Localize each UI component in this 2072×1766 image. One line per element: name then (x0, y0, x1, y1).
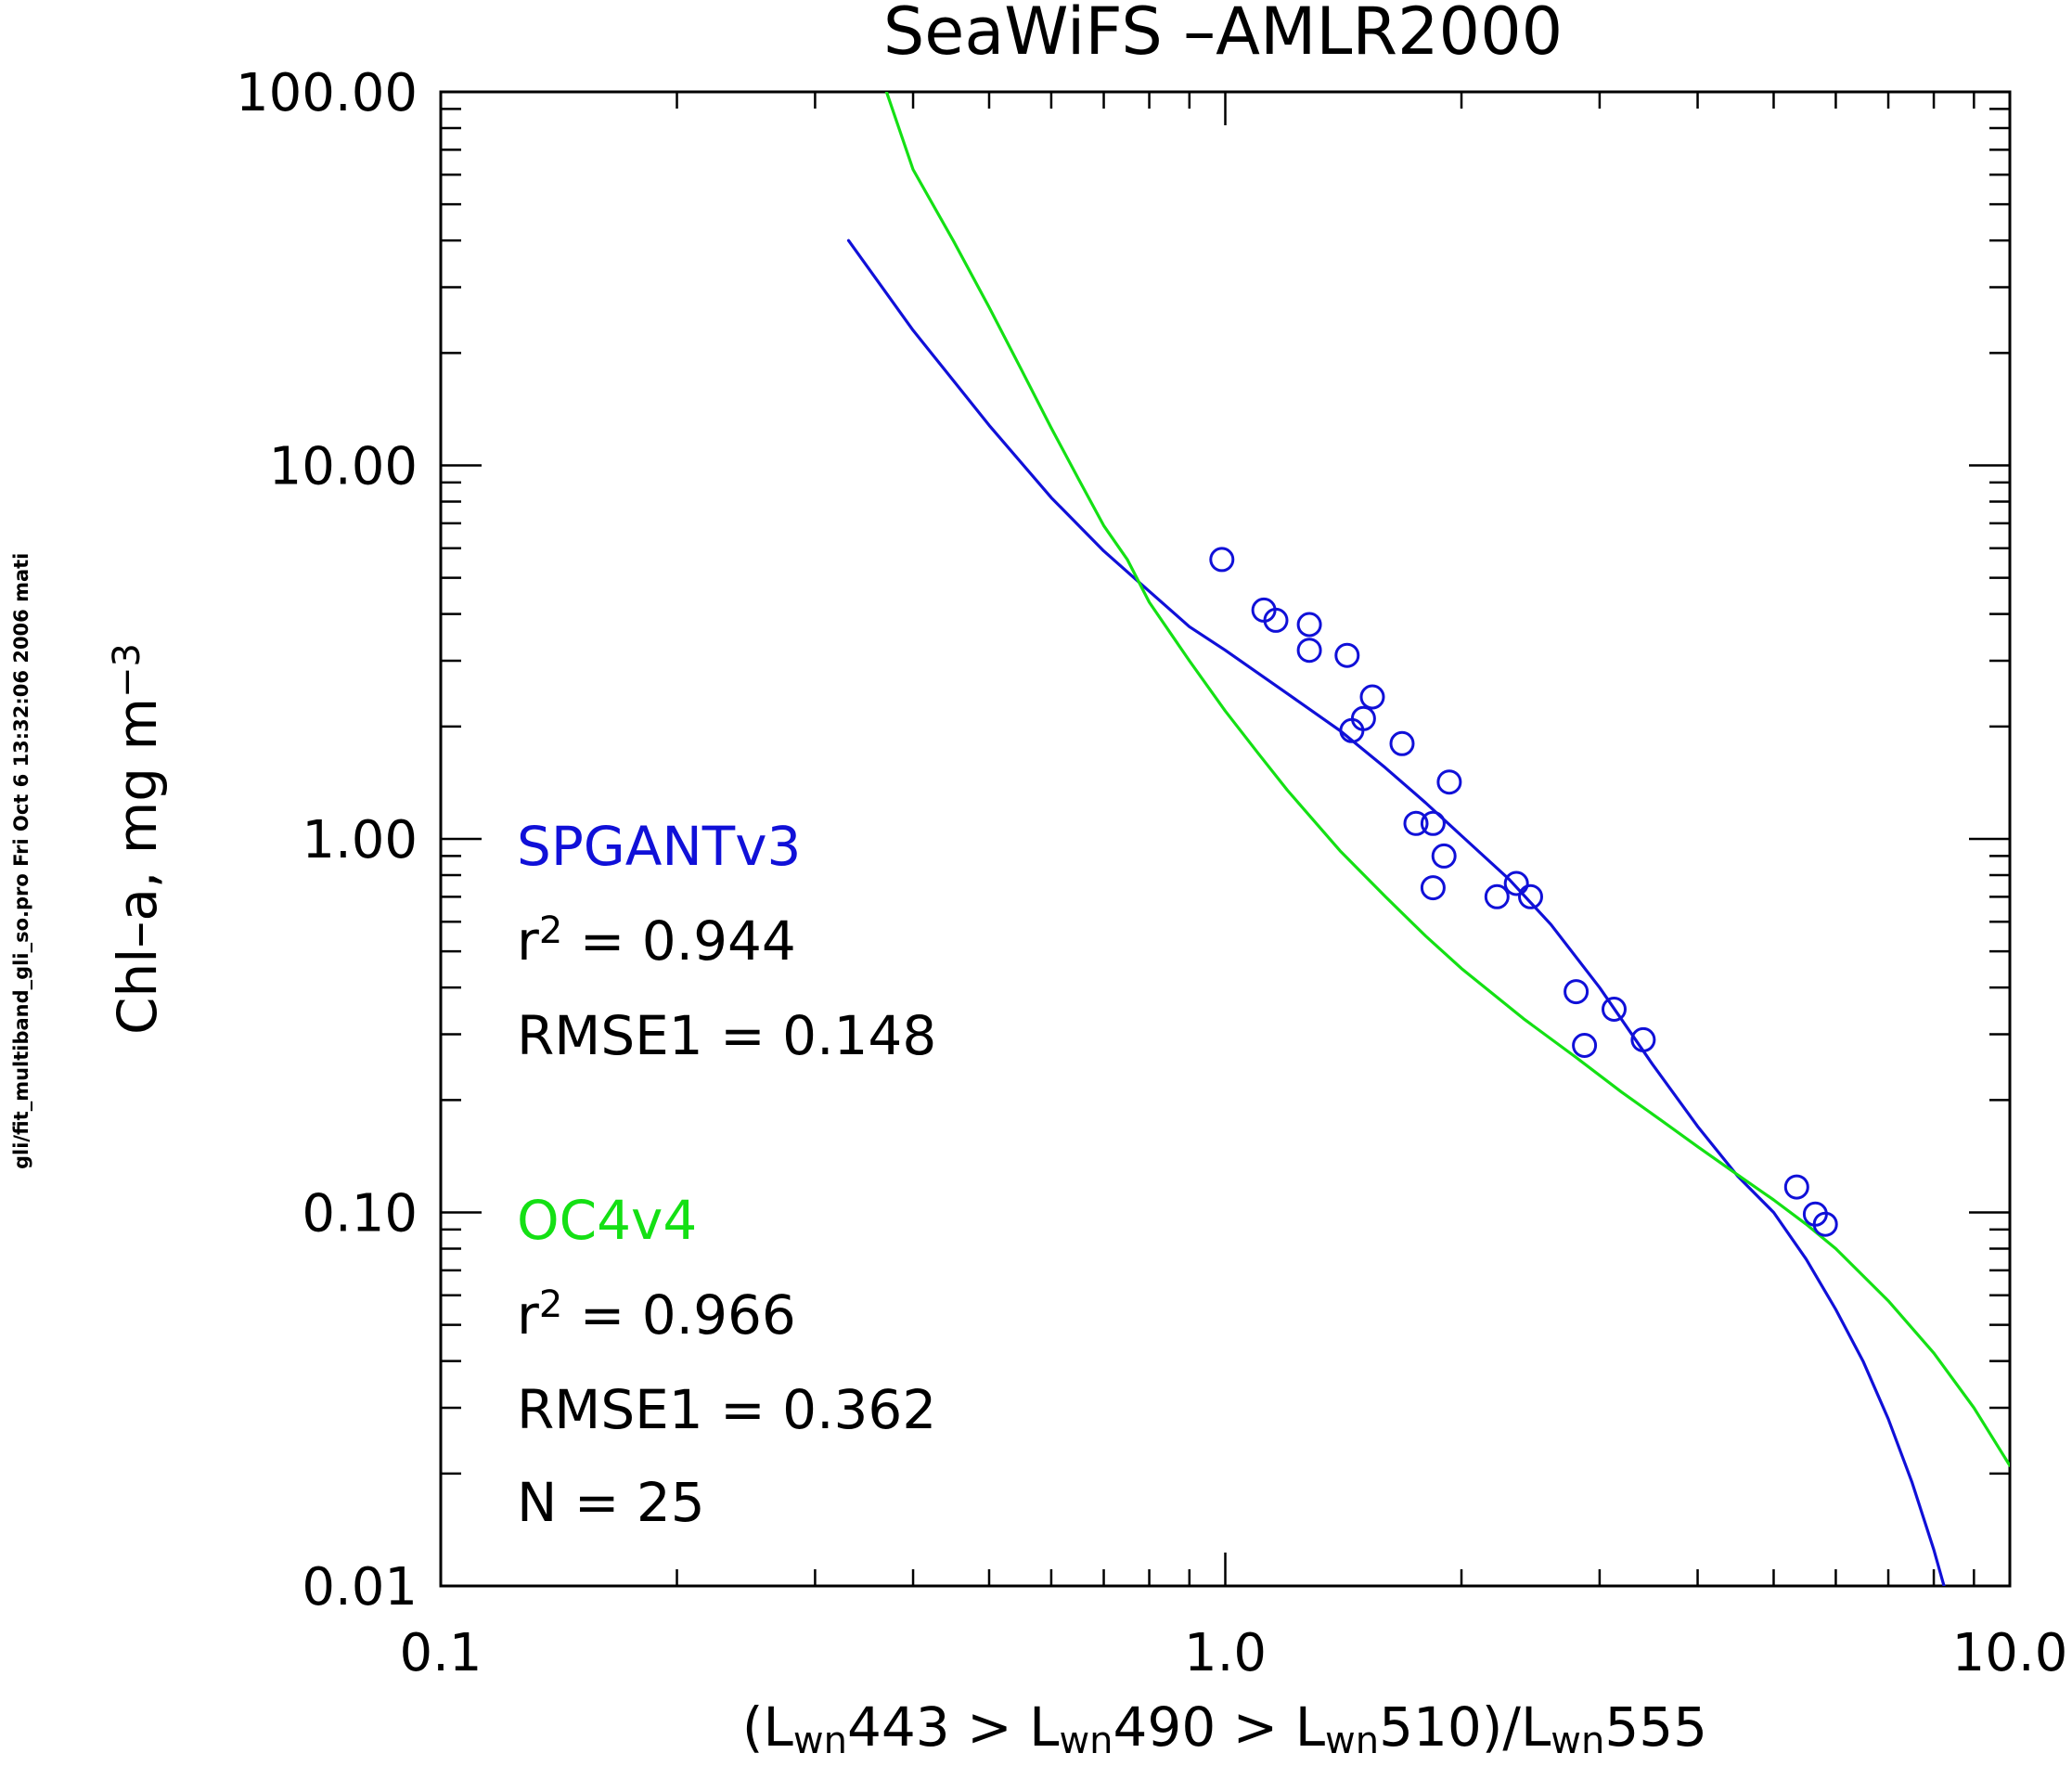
chart-title: SeaWiFS –AMLR2000 (883, 0, 1563, 70)
x-axis-label: (Lwn443 > Lwn490 > Lwn510)/Lwn555 (742, 1695, 1707, 1762)
spgant-rmse: RMSE1 = 0.148 (517, 1004, 936, 1067)
scatter-points (1209, 547, 1838, 1237)
data-point (1334, 642, 1360, 668)
data-point (1518, 883, 1543, 909)
data-point (1564, 979, 1589, 1005)
x-tick-label: 1.0 (1184, 1623, 1267, 1683)
oc4-r2: r2 = 0.966 (517, 1283, 796, 1347)
curve-oc4v4 (884, 92, 2010, 1467)
data-point (1812, 1211, 1838, 1237)
oc4-n: N = 25 (517, 1471, 705, 1534)
data-point (1359, 684, 1385, 710)
y-major-ticks (441, 90, 2010, 1588)
curve-spgantv3 (846, 238, 1946, 1586)
x-tick-label: 10.0 (1952, 1623, 2068, 1683)
data-point (1403, 810, 1429, 836)
data-point (1296, 638, 1322, 664)
data-point (1783, 1174, 1809, 1200)
y-tick-label: 0.10 (302, 1184, 418, 1244)
y-tick-label: 10.00 (269, 437, 418, 497)
data-point (1572, 1033, 1598, 1058)
data-point (1630, 1026, 1656, 1052)
statistics-annotations: SPGANTv3 r2 = 0.944 RMSE1 = 0.148 OC4v4 … (517, 815, 936, 1534)
side-label: gli/fit_multiband_gli_so.pro Fri Oct 6 1… (10, 553, 32, 1169)
spgant-r2: r2 = 0.944 (517, 909, 796, 973)
oc4-rmse: RMSE1 = 0.362 (517, 1378, 936, 1441)
y-tick-label: 0.01 (302, 1557, 418, 1618)
data-point (1602, 997, 1627, 1022)
y-axis-label: Chl–a, mg m−3 (106, 643, 169, 1035)
fit-curves (846, 92, 2010, 1586)
data-point (1350, 705, 1376, 731)
data-point (1503, 870, 1529, 896)
data-point (1296, 612, 1322, 638)
data-point (1209, 547, 1235, 573)
oc4-label: OC4v4 (517, 1189, 697, 1252)
y-tick-label: 1.00 (302, 810, 418, 870)
data-point (1389, 730, 1415, 756)
x-major-ticks (439, 92, 2012, 1586)
data-point (1420, 810, 1446, 836)
data-point (1431, 843, 1457, 869)
data-point (1263, 607, 1289, 633)
x-tick-label: 0.1 (399, 1623, 482, 1683)
data-point (1420, 875, 1446, 901)
spgant-label: SPGANTv3 (517, 815, 801, 878)
data-point (1484, 883, 1510, 909)
x-tick-labels: 0.1 1.0 10.0 (399, 1623, 2067, 1683)
y-tick-label: 100.00 (236, 63, 418, 123)
y-tick-labels: 0.01 0.10 1.00 10.00 100.00 (236, 63, 418, 1618)
x-minor-ticks (676, 92, 1975, 1586)
y-minor-ticks (441, 108, 2010, 1476)
data-point (1436, 769, 1462, 795)
